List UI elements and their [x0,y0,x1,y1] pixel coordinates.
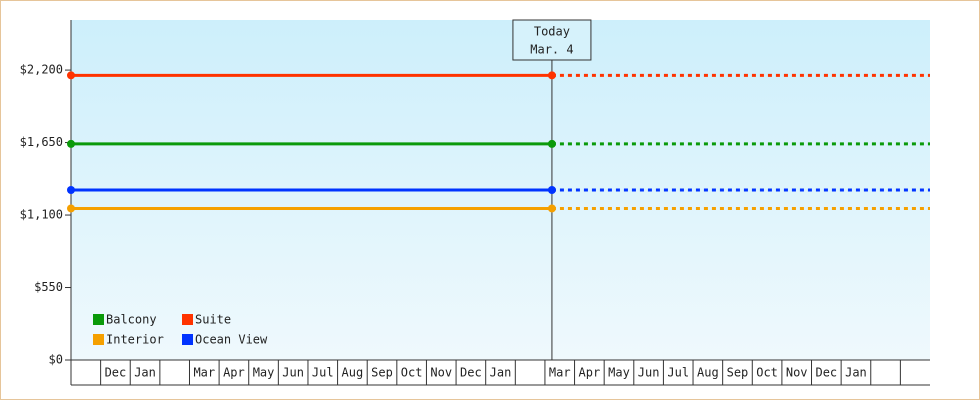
legend-label: Interior [106,333,164,347]
y-tick-label: $2,200 [20,63,63,77]
series-point [67,186,75,194]
series-point [67,204,75,213]
legend-label: Balcony [106,313,157,327]
legend-label: Suite [195,313,231,327]
y-tick-label: $1,100 [20,208,63,222]
x-tick-label: Dec [815,366,837,380]
x-tick-label: Dec [460,366,482,380]
x-tick-label: Jan [134,366,156,380]
x-tick-label: May [608,366,630,380]
x-tick-label: Dec [105,366,127,380]
x-tick-label: Nov [786,366,808,380]
legend-swatch [93,334,104,345]
x-tick-label: Jun [282,366,304,380]
x-tick-label: Nov [430,366,452,380]
x-tick-label: Sep [371,366,393,380]
series-point [67,139,75,148]
y-tick-label: $1,650 [20,135,63,149]
today-box [512,19,592,61]
x-tick-label: Jul [667,366,689,380]
y-tick-label: $550 [34,280,63,294]
x-tick-label: Mar [193,366,215,380]
series-point [547,139,556,148]
x-tick-label: Apr [223,366,245,380]
x-tick-label: Jan [490,366,512,380]
y-tick-label: $0 [49,353,63,367]
x-tick-label: Aug [342,366,364,380]
series-point [67,71,75,80]
x-tick-label: Oct [756,366,778,380]
x-tick-label: Oct [401,366,423,380]
series-point [547,71,556,80]
today-title: Today [534,25,570,39]
x-tick-label: Jun [638,366,660,380]
x-tick-label: Jan [845,366,867,380]
x-tick-label: Jul [312,366,334,380]
x-tick-label: Sep [727,366,749,380]
x-tick-label: Mar [549,366,571,380]
x-tick-label: May [253,366,275,380]
legend-label: Ocean View [195,333,268,347]
legend-swatch [182,314,193,325]
series-point [547,186,556,194]
x-tick-label: Aug [697,366,719,380]
x-tick-label: Apr [579,366,601,380]
series-point [547,204,556,213]
legend-swatch [93,314,104,325]
today-date: Mar. 4 [530,43,573,57]
legend-swatch [182,334,193,345]
